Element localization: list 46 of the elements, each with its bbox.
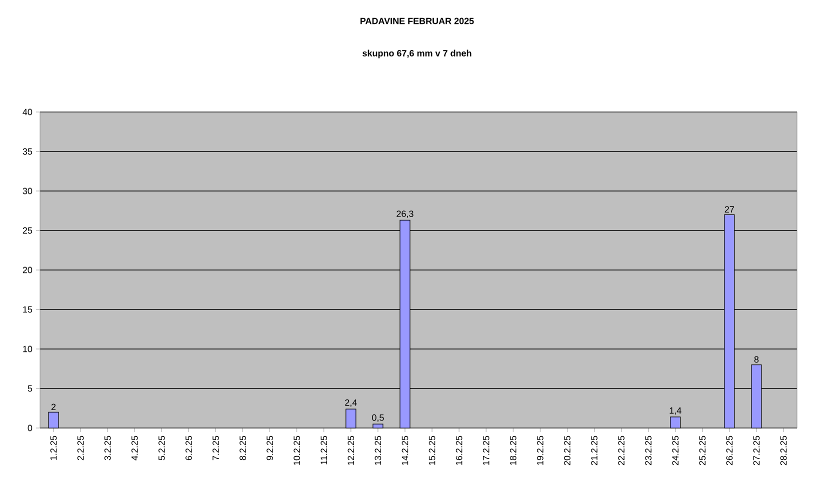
- data-label: 26,3: [396, 210, 414, 218]
- chart-subtitle: skupno 67,6 mm v 7 dneh: [362, 50, 472, 58]
- x-tick-label: 5.2.25: [158, 436, 165, 460]
- data-label: 8: [754, 356, 759, 363]
- x-tick-label: 23.2.25: [645, 436, 652, 466]
- x-tick-label: 19.2.25: [536, 436, 544, 465]
- chart-title: PADAVINE FEBRUAR 2025: [360, 18, 474, 24]
- x-tick-label: 25.2.25: [699, 436, 706, 466]
- x-tick-label: 21.2.25: [591, 436, 598, 466]
- y-tick-label: 35: [22, 148, 32, 155]
- x-tick-label: 12.2.25: [348, 436, 354, 465]
- y-tick-label: 5: [28, 385, 32, 392]
- y-tick-label: 20: [22, 266, 32, 274]
- x-tick-label: 2.2.25: [77, 436, 84, 460]
- y-tick-label: 25: [22, 227, 32, 234]
- x-tick-label: 15.2.25: [428, 436, 436, 465]
- y-tick-label: 10: [23, 346, 32, 352]
- x-tick-label: 7.2.25: [212, 436, 219, 460]
- data-label: 0,5: [372, 414, 384, 422]
- x-tick-label: 24.2.25: [672, 436, 679, 466]
- y-tick-label: 15: [23, 306, 32, 313]
- x-tick-label: 6.2.25: [186, 436, 192, 460]
- x-tick-label: 17.2.25: [482, 436, 490, 465]
- x-tick-label: 14.2.25: [402, 436, 408, 465]
- data-label: 27: [724, 206, 734, 212]
- x-tick-label: 13.2.25: [374, 436, 382, 465]
- x-tick-label: 22.2.25: [618, 436, 624, 466]
- x-tick-label: 28.2.25: [780, 436, 787, 466]
- data-label: 2,4: [345, 399, 357, 407]
- y-tick-label: 40: [22, 108, 32, 116]
- data-label: 1,4: [670, 407, 682, 415]
- data-label: 2: [51, 404, 56, 410]
- x-tick-label: 4.2.25: [131, 436, 138, 460]
- x-tick-label: 9.2.25: [266, 436, 273, 460]
- x-tick-label: 16.2.25: [456, 436, 462, 465]
- x-tick-label: 26.2.25: [726, 436, 733, 466]
- x-tick-label: 10.2.25: [294, 436, 300, 465]
- x-tick-label: 3.2.25: [104, 436, 111, 460]
- x-tick-label: 18.2.25: [510, 436, 516, 465]
- x-tick-label: 1.2.25: [50, 436, 57, 460]
- x-tick-label: 20.2.25: [564, 436, 570, 466]
- y-tick-label: 0: [28, 424, 32, 432]
- x-tick-label: 27.2.25: [753, 436, 760, 466]
- x-tick-label: 8.2.25: [240, 436, 246, 460]
- x-tick-label: 11.2.25: [320, 436, 328, 464]
- y-tick-label: 30: [22, 188, 32, 194]
